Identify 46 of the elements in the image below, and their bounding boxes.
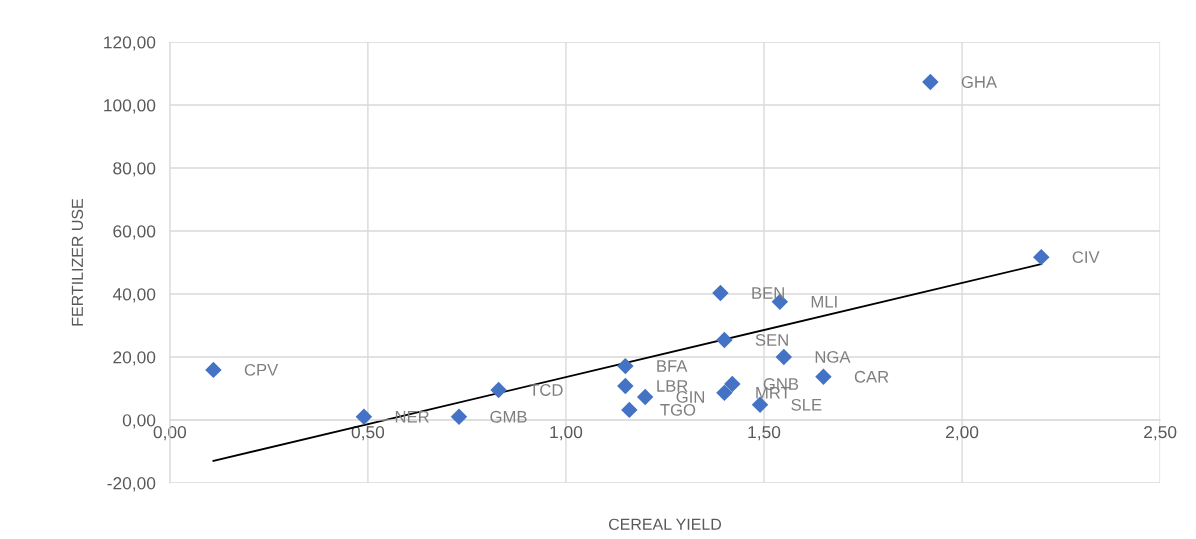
y-tick-label: 60,00 [113, 225, 156, 240]
x-axis-title: CEREAL YIELD [608, 518, 722, 530]
annotation: TCD [529, 384, 563, 396]
annotation: GHA [961, 76, 998, 88]
annotation: SEN [755, 334, 788, 346]
point [355, 408, 373, 426]
point [450, 408, 468, 426]
annotation: TGO [660, 403, 696, 416]
y-tick-label: 120,00 [104, 36, 156, 51]
annotation: CPV [244, 363, 279, 376]
point [617, 357, 634, 375]
point [617, 377, 634, 395]
x-tick-label: 2,50 [1144, 425, 1177, 441]
annotation: CAR [854, 370, 889, 383]
annotation: BEN [752, 287, 784, 299]
annotation: MLI [811, 296, 837, 308]
y-tick-label: -20,00 [107, 477, 156, 492]
annotation: GMB [490, 410, 527, 423]
point [922, 73, 939, 91]
annotation: SLE [791, 398, 822, 411]
y-tick-label: 80,00 [113, 162, 156, 177]
x-tick-label: 0,50 [351, 425, 385, 441]
point [636, 388, 654, 406]
annotation: NGA [815, 351, 851, 363]
x-tick-label: 1,00 [550, 425, 583, 441]
point [724, 375, 741, 393]
point [490, 381, 507, 399]
annotation: CIV [1072, 251, 1100, 263]
point [621, 401, 638, 419]
y-tick-label: 100,00 [104, 99, 156, 114]
y-tick-label: 20,00 [113, 351, 156, 366]
point [775, 348, 793, 366]
x-tick-label: 2,00 [946, 425, 979, 441]
point [205, 361, 222, 379]
annotation: BFA [657, 360, 688, 372]
point [716, 384, 733, 402]
annotation: NER [395, 411, 429, 423]
y-tick-label: 40,00 [112, 288, 156, 303]
point [716, 331, 733, 349]
annotation: GIN [676, 391, 704, 403]
y-axis-title: FERTILIZER USE [71, 198, 84, 326]
annotation: LBR [657, 380, 688, 392]
point [1033, 248, 1050, 266]
point [712, 284, 729, 302]
x-tick-label: 1,50 [748, 425, 781, 441]
point [815, 368, 832, 386]
